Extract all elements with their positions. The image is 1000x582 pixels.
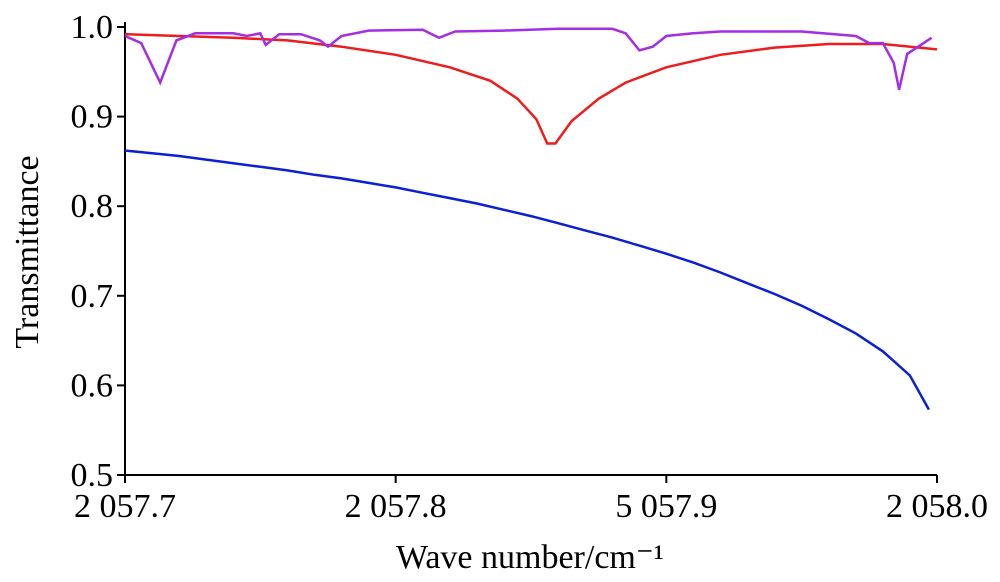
y-tick-label: 0.5: [71, 457, 114, 494]
y-tick-label: 1.0: [71, 9, 114, 46]
series-line: [124, 149, 930, 411]
y-tick-label: 0.8: [71, 188, 114, 225]
x-tick-label: 2 057.7: [74, 488, 176, 525]
y-tick-label: 0.6: [71, 367, 114, 404]
y-axis-label: Transmittance: [9, 155, 46, 348]
y-tick-label: 0.9: [71, 99, 114, 136]
y-tick-label: 0.7: [71, 278, 114, 315]
x-axis-label: Wave number/cm⁻¹: [396, 539, 664, 576]
x-tick-label: 5 057.9: [615, 488, 717, 525]
series-line: [124, 27, 933, 90]
x-tick-label: 2 057.8: [345, 488, 447, 525]
series-line: [124, 32, 938, 145]
x-tick-label: 2 058.0: [886, 488, 988, 525]
